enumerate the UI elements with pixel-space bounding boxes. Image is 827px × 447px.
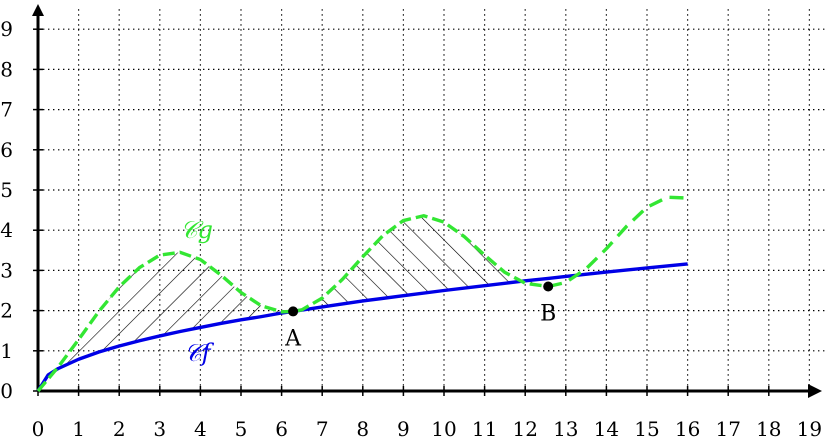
x-tick-label: 8 xyxy=(356,417,369,441)
points-group: AB xyxy=(284,281,556,351)
x-tick-label: 0 xyxy=(32,417,45,441)
x-tick-label: 13 xyxy=(553,417,578,441)
x-tick-label: 4 xyxy=(194,417,207,441)
x-tick-label: 19 xyxy=(797,417,822,441)
y-tick-label: 8 xyxy=(0,57,13,81)
y-tick-label: 9 xyxy=(0,17,13,41)
x-tick-label: 10 xyxy=(431,417,456,441)
x-tick-label: 9 xyxy=(397,417,410,441)
y-tick-label: 7 xyxy=(0,98,13,122)
x-tick-label: 1 xyxy=(72,417,85,441)
x-tick-label: 2 xyxy=(113,417,126,441)
series-label-g: 𝒞g xyxy=(180,216,213,244)
x-tick-label: 17 xyxy=(715,417,740,441)
series-line-g xyxy=(36,214,549,393)
point-b xyxy=(543,281,554,292)
x-tick-label: 16 xyxy=(675,417,700,441)
y-tick-label: 2 xyxy=(0,299,13,323)
y-tick-label: 3 xyxy=(0,258,13,282)
grid xyxy=(38,9,827,391)
point-label-a: A xyxy=(284,326,302,351)
series-line-g-extension xyxy=(547,195,688,289)
x-tick-label: 5 xyxy=(235,417,248,441)
x-tick-label: 15 xyxy=(634,417,659,441)
y-tick-label: 0 xyxy=(0,379,13,403)
x-tick-label: 6 xyxy=(275,417,288,441)
y-axis-arrow-icon xyxy=(32,4,44,16)
series-line-f xyxy=(36,262,688,392)
point-a xyxy=(288,306,299,317)
x-tick-label: 11 xyxy=(472,417,497,441)
x-tick-label: 3 xyxy=(153,417,166,441)
x-tick-label: 18 xyxy=(756,417,781,441)
series-group xyxy=(36,195,688,393)
y-tick-label: 4 xyxy=(0,218,13,242)
x-tick-label: 12 xyxy=(512,417,537,441)
x-tick-label: 14 xyxy=(594,417,619,441)
x-tick-label: 7 xyxy=(316,417,329,441)
y-tick-label: 1 xyxy=(0,339,13,363)
y-tick-label: 5 xyxy=(0,178,13,202)
axes xyxy=(32,4,822,398)
y-tick-label: 6 xyxy=(0,138,13,162)
x-axis-arrow-icon xyxy=(808,384,822,398)
point-label-b: B xyxy=(540,301,556,326)
series-label-f: 𝒞f xyxy=(184,339,214,367)
